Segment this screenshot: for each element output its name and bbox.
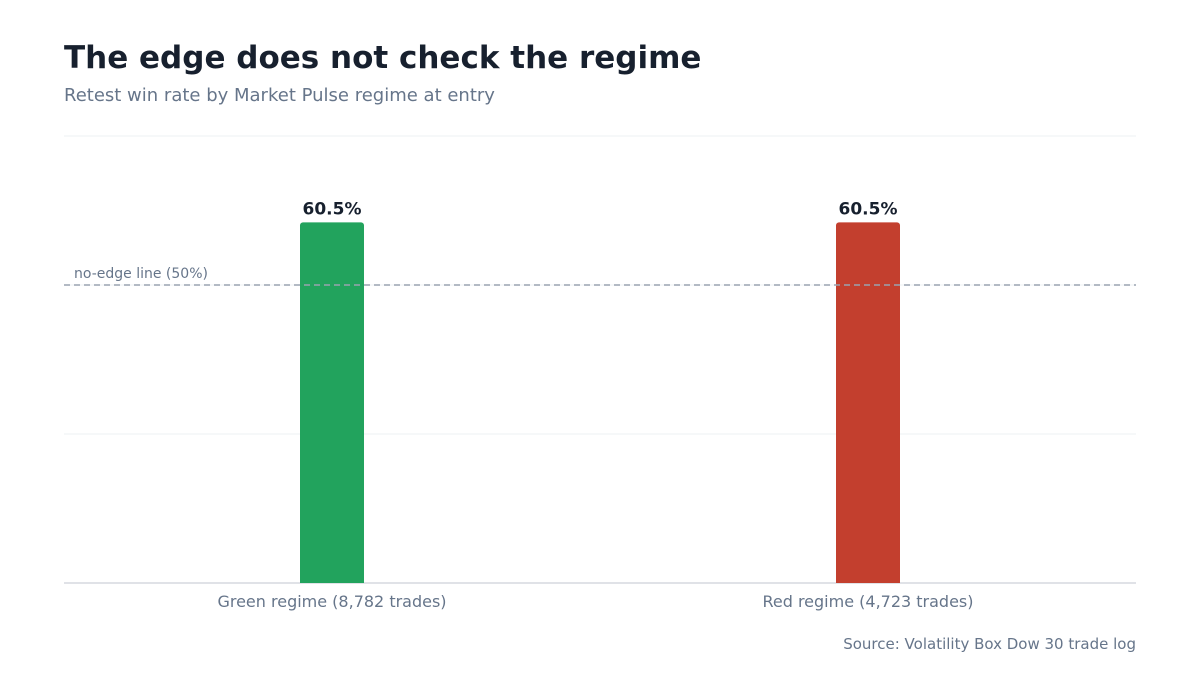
data-label: 60.5% <box>839 199 898 219</box>
data-label: 60.5% <box>303 199 362 219</box>
bar <box>836 222 900 584</box>
x-tick-label: Red regime (4,723 trades) <box>762 592 973 611</box>
chart-subtitle: Retest win rate by Market Pulse regime a… <box>64 85 495 106</box>
source-note: Source: Volatility Box Dow 30 trade log <box>843 635 1136 653</box>
x-tick-label: Green regime (8,782 trades) <box>217 592 446 611</box>
chart-title: The edge does not check the regime <box>64 40 702 76</box>
reference-line-label: no-edge line (50%) <box>74 266 208 282</box>
bar-base <box>300 577 364 583</box>
bar <box>300 222 364 584</box>
bar-base <box>836 577 900 583</box>
